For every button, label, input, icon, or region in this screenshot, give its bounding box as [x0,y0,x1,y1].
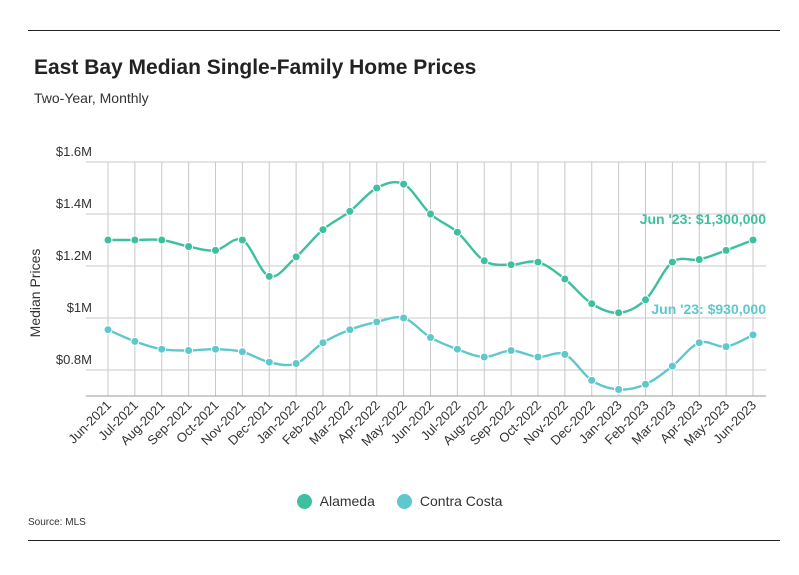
data-point-alameda [157,235,167,245]
data-point-contra-costa [291,359,301,368]
annotation-label: Jun '23: $930,000 [651,301,766,317]
data-point-alameda [667,257,677,267]
data-point-contra-costa [506,346,516,355]
data-point-contra-costa [103,325,113,335]
chart-title: East Bay Median Single-Family Home Price… [34,56,477,79]
data-point-contra-costa [452,344,462,354]
data-point-contra-costa [237,347,247,357]
data-point-alameda [103,235,113,245]
chart-subtitle: Two-Year, Monthly [34,90,149,106]
data-point-alameda [318,225,328,235]
legend-swatch-contra-costa [396,493,412,509]
y-tick-label: $1.2M [56,248,92,263]
data-point-alameda [211,245,220,255]
data-point-alameda [506,260,516,270]
data-point-contra-costa [211,344,220,354]
bottom-rule [28,540,780,541]
legend: Alameda Contra Costa [0,493,799,509]
top-rule [28,30,780,31]
data-point-alameda [130,235,140,245]
data-point-alameda [587,299,597,309]
y-tick-label: $1.6M [56,144,92,159]
data-point-contra-costa [372,317,382,327]
data-point-alameda [533,257,543,267]
data-point-alameda [345,206,355,216]
data-point-alameda [479,256,489,266]
data-point-contra-costa [264,357,274,367]
data-point-alameda [291,252,301,262]
data-point-contra-costa [479,352,489,362]
legend-item-contra-costa[interactable]: Contra Costa [396,493,503,509]
data-point-contra-costa [399,313,409,323]
data-point-contra-costa [560,349,570,359]
source-note: Source: MLS [28,517,86,528]
legend-label-contra-costa: Contra Costa [419,493,503,509]
data-point-alameda [560,274,570,284]
data-point-alameda [426,209,435,219]
data-point-alameda [237,235,247,245]
data-point-contra-costa [345,325,355,335]
data-point-contra-costa [157,344,167,354]
data-point-alameda [184,242,194,251]
data-point-alameda [641,295,650,305]
annotation-label: Jun '23: $1,300,000 [640,211,767,227]
data-point-contra-costa [641,379,650,389]
data-point-contra-costa [318,338,328,348]
y-tick-label: $0.8M [56,352,92,367]
y-tick-label: $1.4M [56,196,92,211]
data-point-contra-costa [667,361,677,371]
data-point-contra-costa [533,352,543,362]
data-point-alameda [721,245,731,255]
data-point-alameda [614,308,624,318]
data-point-alameda [748,235,758,245]
data-point-contra-costa [748,330,758,340]
legend-label-alameda: Alameda [319,493,375,509]
y-tick-label: $1M [67,300,92,315]
data-point-contra-costa [614,385,624,394]
data-point-contra-costa [184,346,194,355]
y-axis-title: Median Prices [27,249,43,338]
data-point-alameda [399,179,409,189]
data-point-alameda [372,183,382,193]
data-point-contra-costa [587,375,597,385]
data-point-alameda [452,227,462,237]
data-point-contra-costa [721,342,731,352]
legend-item-alameda[interactable]: Alameda [296,493,375,509]
legend-swatch-alameda [296,493,312,509]
data-point-alameda [264,271,274,281]
data-point-contra-costa [694,338,704,348]
data-point-alameda [694,255,704,264]
data-point-contra-costa [130,336,140,346]
data-point-contra-costa [426,333,435,342]
